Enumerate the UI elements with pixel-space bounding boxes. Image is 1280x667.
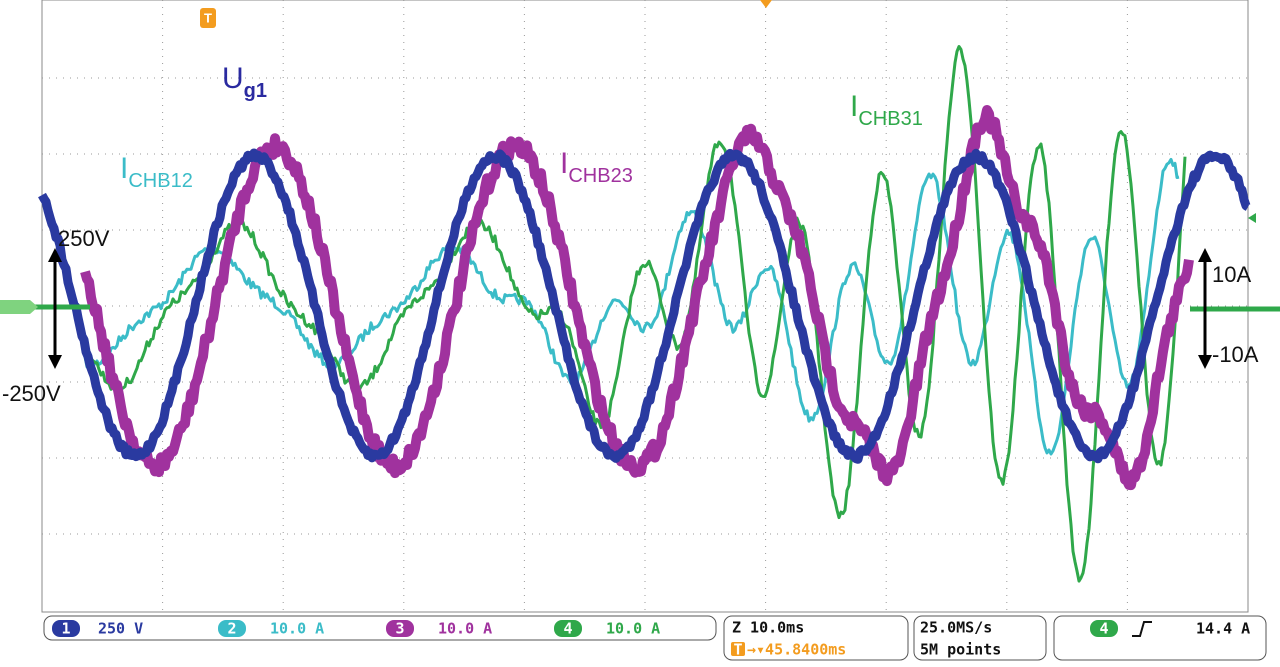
trigger-icon: T [733,641,742,659]
trigger-time-marker [760,0,772,8]
ch3-trace [80,105,1194,491]
label-sub: CHB31 [858,108,922,130]
voltage-scale-positive: 250V [58,226,110,251]
trigger-channel-badge [1090,620,1118,637]
ichb31-label: ICHB31 [850,90,923,130]
trigger-marker-label: T [204,10,212,25]
status-bar: 1 250 V 2 10.0 A 3 10.0 A 4 10.0 A Z 10.… [43,615,1267,661]
sample-rate: 25.0MS/s [920,619,992,637]
acquisition-panel [913,615,1047,661]
ch4-badge [554,620,582,637]
ground-marker [0,300,38,314]
current-scale-negative: -10A [1212,342,1259,367]
ichb12-label: ICHB12 [120,152,193,192]
ch4-number: 4 [563,620,572,638]
label-main: I [560,147,568,180]
ch1-number: 1 [61,620,70,638]
timebase-panel [723,615,909,661]
label-main: U [222,62,244,95]
voltage-scale-negative: -250V [2,381,61,406]
ch1-badge [52,620,80,637]
label-sub: g1 [244,80,267,102]
trigger-offset: →▾45.8400ms [747,641,846,659]
label-sub: CHB23 [568,165,632,187]
ch1-scale: 250 V [98,620,143,638]
ch4-scale: 10.0 A [606,620,660,638]
ch3-number: 3 [395,620,404,638]
ug1-label: Ug1 [222,62,267,102]
ch4-trace [83,45,1187,583]
ch2-number: 2 [227,620,236,638]
label-sub: CHB12 [128,170,192,192]
waveforms [0,45,1280,583]
label-main: I [850,90,858,123]
timebase: Z 10.0ms [732,619,804,637]
scale-arrows [48,248,1212,369]
ch1-trace [38,148,1251,464]
channel-panel [43,615,717,641]
ch3-scale: 10.0 A [438,620,492,638]
ch2-trace [83,157,1180,456]
ichb23-label: ICHB23 [560,147,633,187]
ch2-scale: 10.0 A [270,620,324,638]
ch3-badge [386,620,414,637]
current-scale-positive: 10A [1212,262,1251,287]
trigger-level: 14.4 A [1196,620,1250,638]
record-length: 5M points [920,641,1001,659]
trigger-position-marker [200,8,216,28]
channel-marker [1248,213,1256,223]
trigger-channel: 4 [1099,620,1108,638]
ch2-badge [218,620,246,637]
label-main: I [120,152,128,185]
trigger-icon-box [731,642,745,656]
trigger-slope-icon [1132,621,1152,637]
